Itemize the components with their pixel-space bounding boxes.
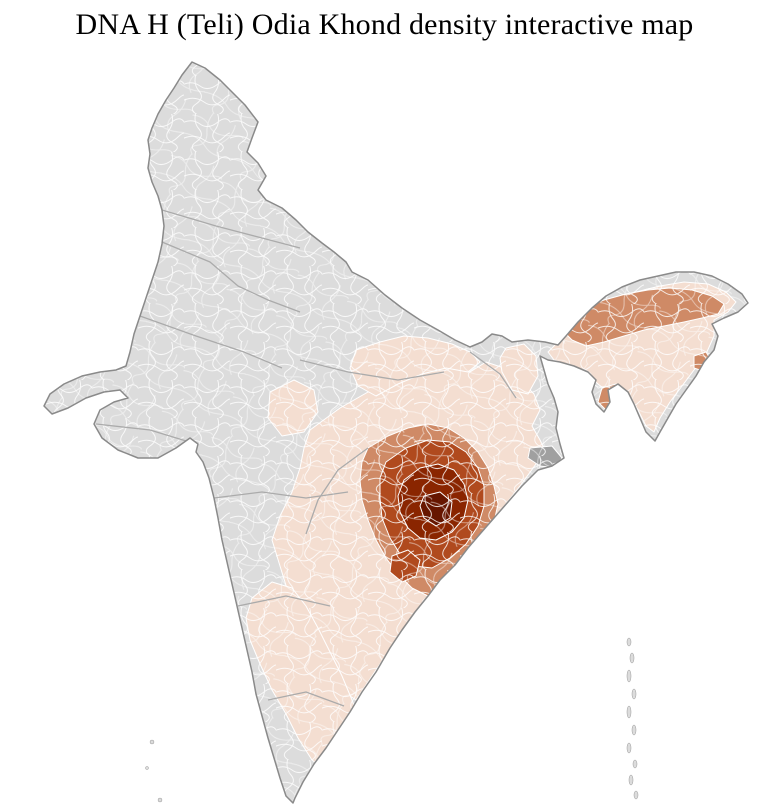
page-title: DNA H (Teli) Odia Khond density interact…	[75, 8, 694, 41]
andaman-islands[interactable]	[626, 637, 639, 800]
lakshadweep-islands[interactable]	[145, 739, 163, 803]
